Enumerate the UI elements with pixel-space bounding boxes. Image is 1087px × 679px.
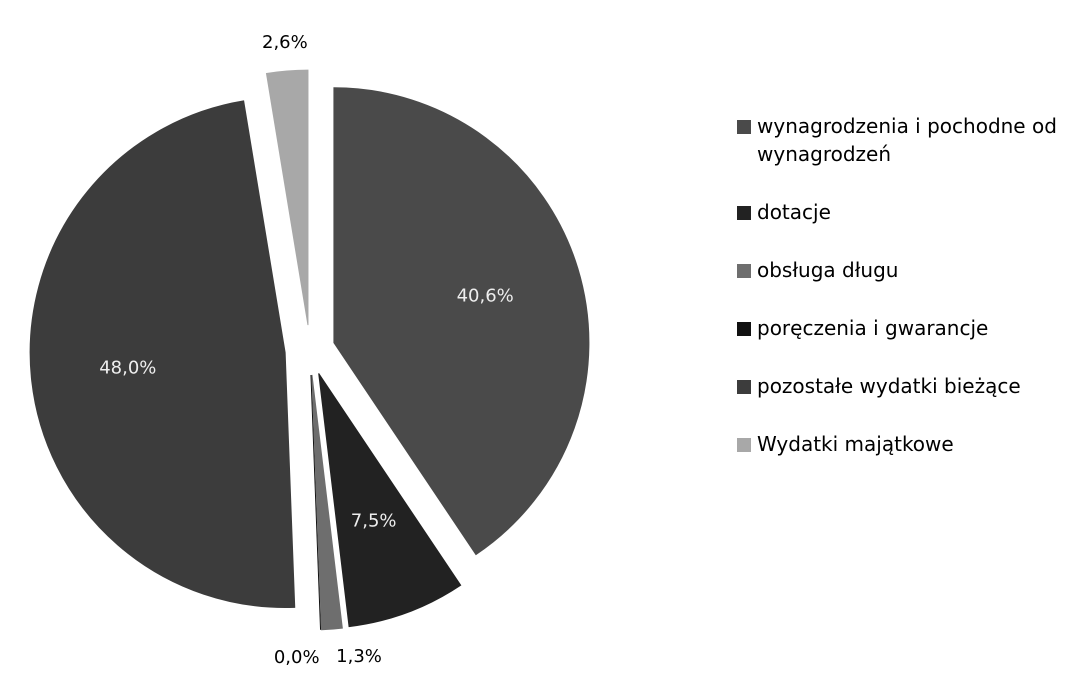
legend-swatch bbox=[737, 322, 751, 336]
legend-item: pozostałe wydatki bieżące bbox=[735, 372, 1080, 400]
legend-label: pozostałe wydatki bieżące bbox=[757, 374, 1021, 398]
legend-label: obsługa długu bbox=[757, 258, 899, 282]
data-label: 7,5% bbox=[351, 511, 397, 532]
data-label: 1,3% bbox=[336, 646, 382, 667]
pie-slice bbox=[311, 374, 343, 631]
data-label: 0,0% bbox=[274, 647, 320, 668]
legend-item: Wydatki majątkowe bbox=[735, 430, 1080, 458]
data-label: 48,0% bbox=[99, 357, 156, 378]
pie-slice bbox=[318, 373, 462, 628]
data-label: 2,6% bbox=[262, 32, 308, 53]
pie-chart: 40,6% 7,5% 1,3% 0,0% 48,0% 2,6% bbox=[29, 32, 590, 668]
pie-slice bbox=[310, 374, 322, 630]
pie-slice bbox=[29, 100, 296, 608]
legend-swatch bbox=[737, 438, 751, 452]
legend-item: dotacje bbox=[735, 198, 1080, 226]
legend-item: obsługa długu bbox=[735, 256, 1080, 284]
pie-slice bbox=[333, 87, 590, 556]
legend-label: Wydatki majątkowe bbox=[757, 432, 954, 456]
legend-label: poręczenia i gwarancje bbox=[757, 316, 989, 340]
legend-item: wynagrodzenia i pochodne od wynagrodzeń bbox=[735, 112, 1080, 168]
legend-swatch bbox=[737, 264, 751, 278]
legend-swatch bbox=[737, 206, 751, 220]
pie-slice bbox=[265, 69, 309, 326]
legend-swatch bbox=[737, 380, 751, 394]
legend-item: poręczenia i gwarancje bbox=[735, 314, 1080, 342]
legend-label: wynagrodzenia i pochodne od wynagrodzeń bbox=[757, 114, 1057, 166]
legend-label: dotacje bbox=[757, 200, 831, 224]
legend-swatch bbox=[737, 120, 751, 134]
legend: wynagrodzenia i pochodne od wynagrodzeń d… bbox=[735, 112, 1080, 488]
data-label: 40,6% bbox=[457, 286, 514, 307]
